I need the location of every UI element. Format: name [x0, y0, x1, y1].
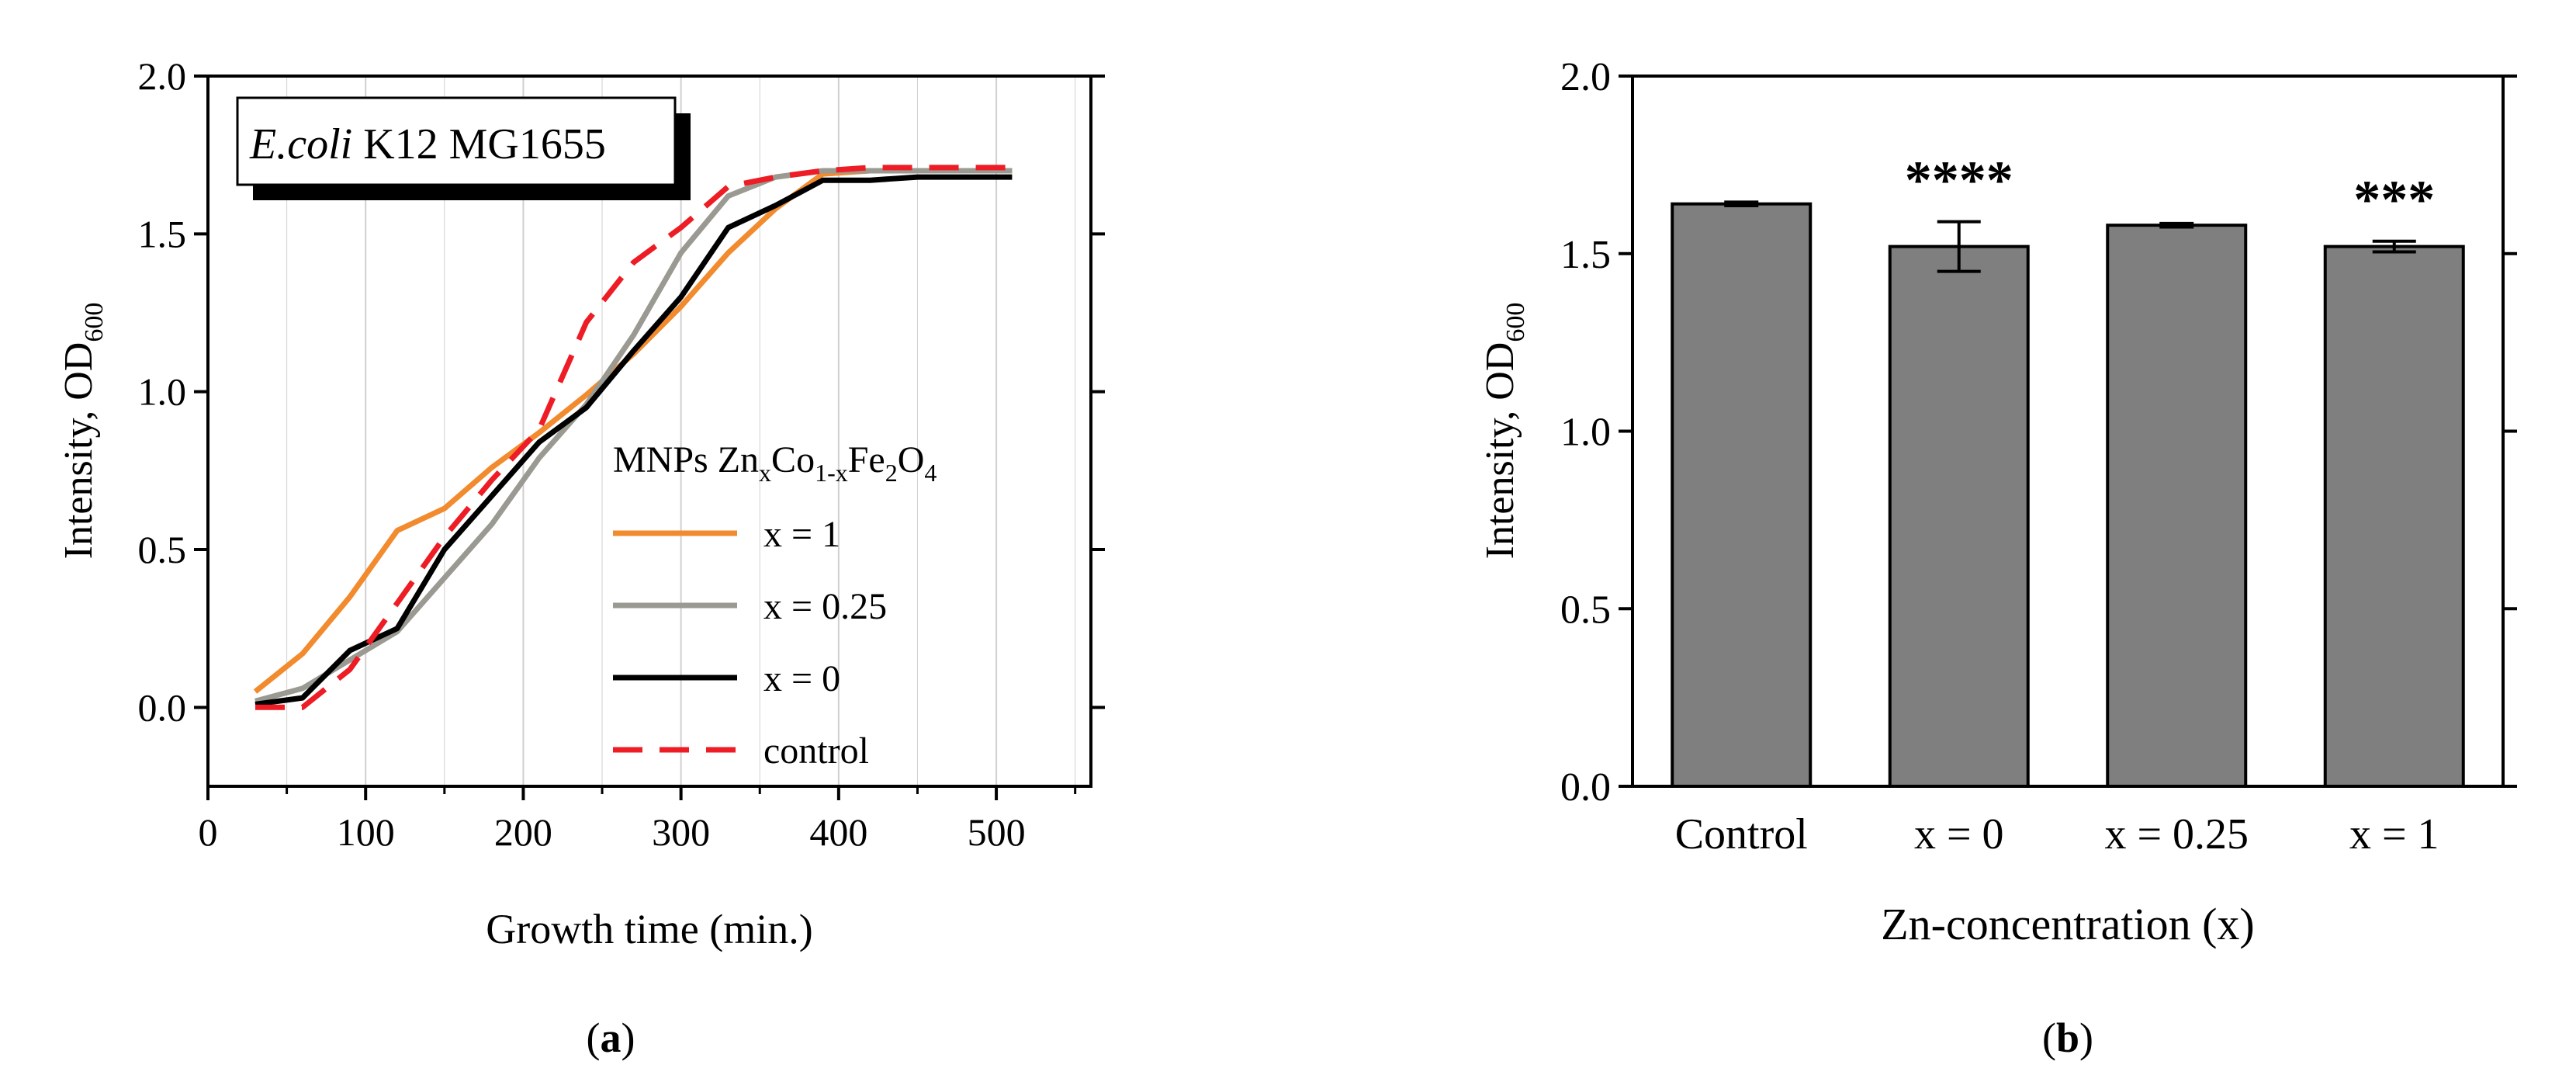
a-legend: MNPs ZnxCo1-xFe2O4 x = 1 x = 0.25 x = 0 con… [613, 439, 937, 772]
a-series-lines [253, 165, 1013, 710]
b-y-axis-title: Intensity, OD600 [1478, 303, 1530, 560]
a-plot-frame [206, 75, 1092, 788]
a-annotation-text: E.coli K12 MG1655 [249, 120, 606, 168]
a-y-axis-title: Intensity, OD600 [57, 303, 109, 560]
a-legend-label: x = 0.25 [763, 586, 887, 627]
a-legend-title-sub2: 1-x [815, 459, 848, 487]
a-ticks: 0 100 200 300 400 500 0.0 0.5 1.0 1.5 2.0 [138, 54, 1105, 854]
b-x-axis-title: Zn-concentration (x) [1881, 899, 2255, 949]
b-bar [1671, 202, 1813, 788]
b-significance-label: *** [2353, 171, 2435, 231]
b-y-axis-title-main: Intensity, OD [1478, 342, 1522, 560]
a-legend-title-prefix: MNPs Zn [613, 439, 759, 480]
a-legend-items: x = 1 x = 0.25 x = 0 control [613, 514, 887, 772]
a-legend-title-sub4: 4 [924, 459, 937, 487]
b-y-tick-label: 0.5 [1560, 588, 1611, 632]
b-bars: **** *** [1671, 151, 2465, 789]
b-ticks: Control x = 0 x = 0.25 x = 1 0.0 0.5 1.0 1.5 2.0 [1560, 55, 2517, 858]
a-x-tick-label: 500 [968, 810, 1026, 854]
a-legend-label: x = 0 [763, 658, 840, 699]
a-series-line-control [255, 165, 1013, 710]
a-y-tick-label: 2.0 [138, 54, 187, 98]
b-x-tick-label: x = 0.25 [2104, 810, 2249, 858]
a-legend-title: MNPs ZnxCo1-xFe2O4 [613, 439, 937, 487]
a-x-axis-title: Growth time (min.) [486, 906, 812, 952]
a-x-tick-label: 0 [199, 810, 218, 854]
a-annotation-box [236, 96, 677, 186]
a-series-line-x-0-25 [254, 168, 1013, 704]
a-legend-title-mid2: Fe [848, 439, 885, 480]
panel-label-b: (b) [2042, 1014, 2093, 1061]
a-x-tick-label: 300 [652, 810, 710, 854]
b-y-tick-label: 1.5 [1560, 233, 1611, 277]
a-series-line-x-1 [253, 168, 1013, 694]
b-x-tick-label: x = 1 [2349, 810, 2439, 858]
a-legend-title-mid: Co [771, 439, 815, 480]
b-x-tick-label: x = 0 [1914, 810, 2004, 858]
b-x-tick-label: Control [1675, 810, 1808, 858]
a-x-tick-label: 400 [809, 810, 867, 854]
b-y-tick-label: 0.0 [1560, 765, 1611, 810]
b-bar [2106, 224, 2248, 788]
panel-label-a: (a) [587, 1014, 635, 1061]
panel-label-b-letter: b [2056, 1014, 2079, 1061]
b-bar [2323, 245, 2465, 789]
a-x-tick-label: 200 [494, 810, 552, 854]
a-y-tick-label: 1.5 [138, 212, 187, 255]
a-legend-label: x = 1 [763, 514, 840, 555]
b-y-axis-title-sub: 600 [1501, 303, 1530, 342]
a-y-tick-label: 1.0 [138, 370, 187, 414]
a-legend-title-mid3: O [898, 439, 925, 480]
a-legend-title-sub3: 2 [885, 459, 898, 487]
a-legend-label: control [763, 730, 869, 772]
a-y-axis-title-sub: 600 [80, 303, 109, 342]
panel-label-a-letter: a [601, 1014, 621, 1061]
a-series-line-x-0 [254, 174, 1013, 707]
a-legend-title-sub1: x [759, 459, 771, 487]
b-y-tick-label: 2.0 [1560, 55, 1611, 99]
a-annotation: E.coli K12 MG1655 [236, 96, 691, 200]
a-annotation-rest: K12 MG1655 [352, 120, 606, 168]
chart-a: 0 100 200 300 400 500 0.0 0.5 1.0 1.5 2.0 E.coli K… [57, 54, 1105, 1061]
b-significance-label: **** [1905, 151, 2013, 211]
b-y-tick-label: 1.0 [1560, 411, 1611, 455]
a-y-tick-label: 0.5 [138, 528, 187, 571]
a-y-tick-label: 0.0 [138, 685, 187, 729]
b-bar [1888, 245, 2030, 789]
a-x-tick-label: 100 [337, 810, 395, 854]
a-annotation-italic: E.coli [249, 120, 352, 168]
a-y-axis-title-main: Intensity, OD [57, 342, 101, 560]
